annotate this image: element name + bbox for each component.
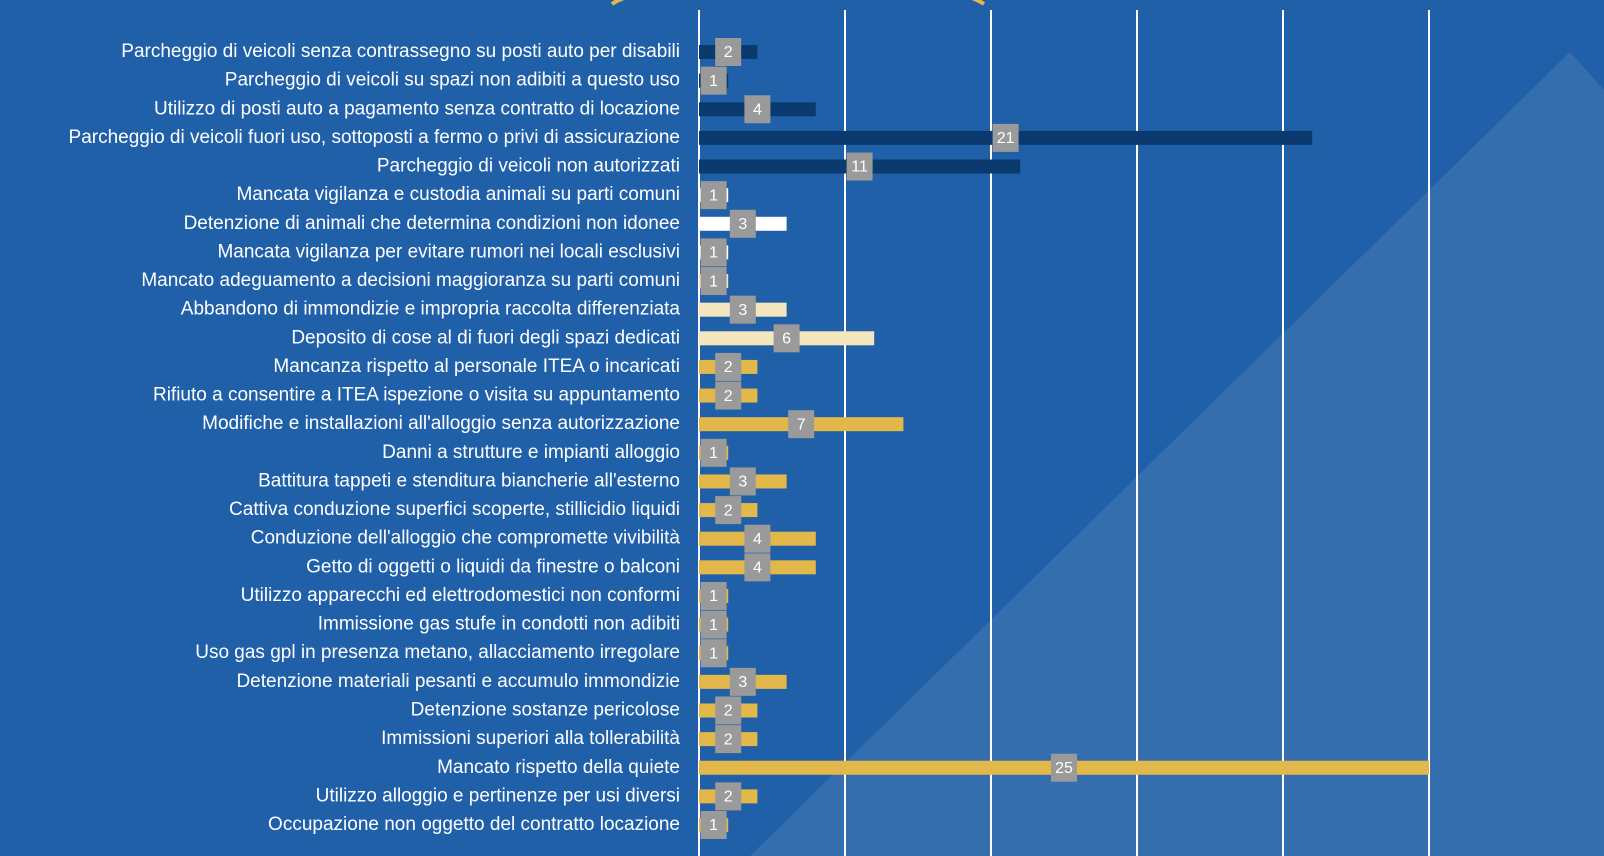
y-tick-label: Immissioni superiori alla tollerabilità: [381, 728, 680, 749]
value-label: 4: [753, 101, 762, 118]
y-tick-label: Utilizzo apparecchi ed elettrodomestici …: [241, 585, 680, 606]
value-label-box: [715, 496, 742, 525]
y-tick-label: Mancata vigilanza e custodia animali su …: [236, 184, 680, 205]
y-tick-label: Rifiuto a consentire a ITEA ispezione o …: [153, 385, 680, 406]
value-label: 1: [709, 245, 718, 262]
value-label-box: [700, 610, 727, 639]
value-label-box: [700, 639, 727, 668]
value-label-box: [700, 181, 727, 210]
y-tick-label: Deposito di cose al di fuori degli spazi…: [291, 327, 680, 348]
value-label-box: [729, 467, 756, 496]
value-label: 3: [738, 302, 747, 319]
value-label-box: [715, 696, 742, 725]
value-label-box: [729, 209, 756, 238]
value-label: 25: [1055, 760, 1073, 777]
value-label-box: [744, 553, 771, 582]
value-label: 1: [709, 588, 718, 605]
value-label: 1: [709, 817, 718, 834]
value-label-box: [788, 410, 815, 439]
value-label: 1: [709, 445, 718, 462]
y-tick-label: Utilizzo alloggio e pertinenze per usi d…: [316, 785, 680, 806]
value-label-box: [744, 524, 771, 553]
y-tick-label: Detenzione di animali che determina cond…: [184, 213, 680, 234]
value-label-box: [846, 152, 873, 181]
y-tick-label: Danni a strutture e impianti alloggio: [382, 442, 680, 463]
value-label-box: [773, 324, 800, 353]
value-label-box: [992, 123, 1019, 152]
value-label: 1: [709, 617, 718, 634]
y-tick-label: Modifiche e installazioni all'alloggio s…: [202, 413, 680, 434]
value-label: 2: [724, 789, 733, 806]
value-label-box: [729, 667, 756, 696]
value-label-box: [715, 782, 742, 811]
value-label: 7: [797, 416, 806, 433]
value-label-box: [715, 725, 742, 754]
value-label-box: [700, 438, 727, 467]
decor-arc: [610, 0, 625, 6]
value-label: 1: [709, 645, 718, 662]
value-label-box: [700, 811, 727, 840]
y-tick-label: Mancata vigilanza per evitare rumori nei…: [217, 241, 680, 262]
value-label-box: [715, 352, 742, 381]
value-label: 4: [753, 531, 762, 548]
value-label-box: [700, 238, 727, 267]
y-tick-label: Battitura tappeti e stenditura biancheri…: [258, 470, 680, 491]
y-tick-label: Immissione gas stufe in condotti non adi…: [318, 614, 680, 635]
value-label: 1: [709, 187, 718, 204]
decor-triangle: [750, 52, 1604, 856]
value-label: 6: [782, 331, 791, 348]
value-label: 3: [738, 216, 747, 233]
decor-arc: [971, 0, 986, 6]
y-tick-label: Cattiva conduzione superfici scoperte, s…: [229, 499, 680, 520]
value-label: 1: [709, 73, 718, 90]
value-label-box: [700, 267, 727, 296]
value-label-box: [700, 581, 727, 610]
value-label: 2: [724, 44, 733, 61]
y-tick-label: Parcheggio di veicoli non autorizzati: [377, 156, 680, 177]
value-label-box: [729, 295, 756, 324]
y-tick-label: Parcheggio di veicoli fuori uso, sottopo…: [69, 127, 680, 148]
value-label: 11: [851, 159, 868, 176]
y-tick-label: Abbandono di immondizie e impropria racc…: [181, 299, 681, 320]
value-label: 2: [724, 502, 733, 519]
value-label-box: [744, 95, 771, 124]
value-label: 2: [724, 731, 733, 748]
value-label-box: [700, 66, 727, 95]
value-label: 2: [724, 703, 733, 720]
value-label: 2: [724, 388, 733, 405]
y-tick-label: Conduzione dell'alloggio che compromette…: [251, 528, 681, 549]
y-tick-label: Detenzione materiali pesanti e accumulo …: [236, 671, 680, 692]
y-tick-label: Mancanza rispetto al personale ITEA o in…: [273, 356, 680, 377]
y-tick-label: Detenzione sostanze pericolose: [411, 700, 680, 721]
y-tick-label: Uso gas gpl in presenza metano, allaccia…: [195, 642, 680, 663]
value-label: 2: [724, 359, 733, 376]
y-tick-label: Parcheggio di veicoli su spazi non adibi…: [225, 70, 680, 91]
value-label-box: [1051, 753, 1077, 782]
y-tick-label: Mancato adeguamento a decisioni maggiora…: [141, 270, 680, 291]
y-tick-label: Utilizzo di posti auto a pagamento senza…: [154, 98, 680, 119]
value-label: 3: [738, 674, 747, 691]
value-label-box: [715, 381, 742, 410]
value-label-box: [715, 38, 742, 66]
y-tick-label: Getto di oggetti o liquidi da finestre o…: [306, 556, 680, 577]
y-tick-label: Parcheggio di veicoli senza contrassegno…: [121, 41, 680, 62]
value-label: 4: [753, 560, 762, 577]
y-tick-label: Mancato rispetto della quiete: [437, 757, 680, 778]
value-label: 21: [997, 130, 1015, 147]
value-label: 1: [709, 273, 718, 290]
value-label: 3: [738, 474, 747, 491]
y-tick-label: Occupazione non oggetto del contratto lo…: [268, 814, 680, 835]
